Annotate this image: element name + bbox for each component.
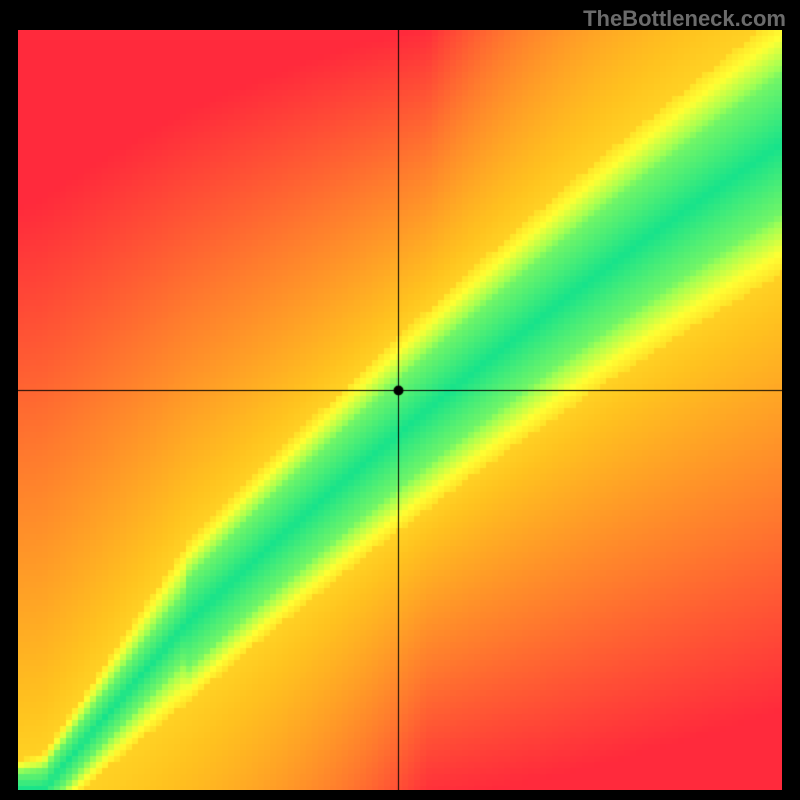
watermark-text: TheBottleneck.com — [583, 6, 786, 32]
chart-frame: TheBottleneck.com — [0, 0, 800, 800]
bottleneck-heatmap — [18, 30, 782, 790]
